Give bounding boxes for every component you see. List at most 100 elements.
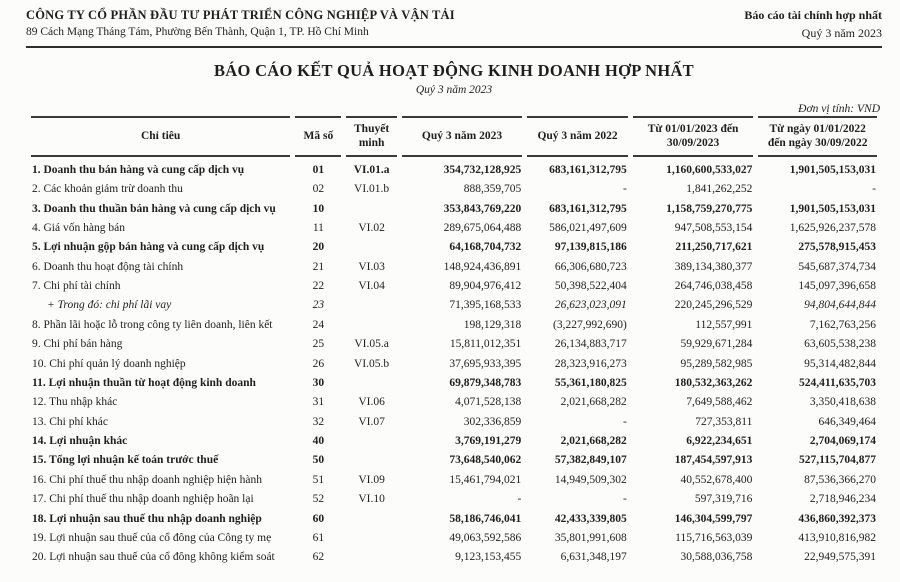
row-value: 15,811,012,351 bbox=[449, 338, 522, 351]
row-value: 57,382,849,107 bbox=[554, 454, 627, 467]
row-value: 26,623,023,091 bbox=[554, 299, 627, 312]
row-code: 22 bbox=[312, 280, 325, 292]
row-note-ref bbox=[346, 238, 396, 257]
table-row: 14. Lợi nhuận khác 40 3,769,191,279 2,021,6… bbox=[31, 432, 877, 451]
row-value: 524,411,635,703 bbox=[799, 376, 876, 389]
report-type: Báo cáo tài chính hợp nhất bbox=[744, 8, 882, 22]
row-value: 3,350,418,638 bbox=[809, 396, 876, 409]
column-header-q3-2023: Quý 3 năm 2023 bbox=[401, 116, 523, 157]
row-value: 527,115,704,877 bbox=[799, 454, 876, 467]
table-row: 12. Thu nhập khác 31 VI.06 4,071,528,138 2,0… bbox=[31, 393, 877, 412]
row-value: 30,588,036,758 bbox=[680, 551, 753, 564]
table-row: 4. Giá vốn hàng bán 11 VI.02 289,675,064,48… bbox=[31, 218, 877, 237]
row-indicator-label: 15. Tổng lợi nhuận kế toán trước thuế bbox=[32, 454, 219, 467]
row-indicator-label: 17. Chi phí thuế thu nhập doanh nghiệp h… bbox=[32, 493, 254, 506]
row-value: 353,843,769,220 bbox=[443, 202, 522, 215]
row-note-ref bbox=[346, 296, 396, 315]
row-value: 71,395,168,533 bbox=[449, 299, 522, 312]
row-value: 302,336,859 bbox=[463, 415, 522, 428]
row-note-ref bbox=[346, 373, 396, 392]
row-note-ref: VI.03 bbox=[358, 260, 385, 273]
table-row: 11. Lợi nhuận thuần từ hoạt động kinh do… bbox=[31, 373, 877, 392]
row-value: 115,716,563,039 bbox=[675, 531, 753, 544]
row-code: 60 bbox=[312, 512, 325, 525]
row-value: 55,361,180,825 bbox=[554, 376, 627, 389]
row-value: 413,910,816,982 bbox=[798, 531, 876, 544]
row-code: 61 bbox=[312, 531, 325, 544]
document-header: CÔNG TY CỔ PHẦN ĐẦU TƯ PHÁT TRIỂN CÔNG N… bbox=[26, 8, 882, 48]
row-value: 2,704,069,174 bbox=[809, 435, 876, 447]
column-header-indicator: Chỉ tiêu bbox=[31, 116, 291, 157]
row-value: 1,158,759,270,775 bbox=[666, 202, 753, 215]
row-note-ref: VI.07 bbox=[358, 415, 385, 428]
row-value: 888,359,705 bbox=[463, 183, 522, 196]
row-value: 947,508,553,154 bbox=[674, 221, 753, 234]
row-value: 2,718,946,234 bbox=[809, 493, 876, 506]
row-code: 25 bbox=[312, 338, 325, 351]
page-subtitle: Quý 3 năm 2023 bbox=[415, 84, 493, 96]
row-value: 7,162,763,256 bbox=[809, 318, 876, 331]
row-value: 49,063,592,586 bbox=[449, 531, 522, 544]
row-value: 59,929,671,284 bbox=[680, 338, 753, 351]
row-code: 40 bbox=[312, 435, 325, 447]
row-value: 94,804,644,844 bbox=[804, 299, 876, 312]
row-code: 11 bbox=[312, 221, 324, 234]
row-value: 211,250,717,621 bbox=[675, 241, 753, 254]
row-indicator-label: 6. Doanh thu hoạt động tài chính bbox=[32, 260, 184, 273]
row-indicator-label: 13. Chi phí khác bbox=[32, 415, 109, 428]
row-value: 198,129,318 bbox=[463, 318, 522, 331]
row-value: 6,631,348,197 bbox=[560, 551, 627, 564]
row-indicator-label: 19. Lợi nhuận sau thuế của cổ đông của C… bbox=[32, 531, 272, 544]
row-value: (3,227,992,690) bbox=[552, 318, 627, 331]
table-row: 3. Doanh thu thuần bán hàng và cung cấp … bbox=[31, 199, 877, 218]
row-code: 21 bbox=[312, 260, 325, 273]
row-note-ref: VI.09 bbox=[358, 473, 385, 486]
row-note-ref bbox=[346, 548, 396, 567]
row-indicator-label: 10. Chi phí quản lý doanh nghiệp bbox=[32, 357, 186, 370]
row-value: 95,314,482,844 bbox=[804, 357, 876, 370]
row-value: 87,536,366,270 bbox=[804, 473, 876, 486]
row-code: 20 bbox=[312, 241, 325, 254]
company-block: CÔNG TY CỔ PHẦN ĐẦU TƯ PHÁT TRIỂN CÔNG N… bbox=[26, 8, 455, 38]
row-value: 112,557,991 bbox=[695, 318, 753, 331]
table-header-row: Chỉ tiêu Mã số Thuyết minh Quý 3 năm 202… bbox=[31, 116, 877, 157]
row-code: 32 bbox=[312, 415, 325, 428]
row-value: 22,949,575,391 bbox=[804, 551, 876, 564]
row-indicator-label: 18. Lợi nhuận sau thuế thu nhập doanh ng… bbox=[32, 512, 262, 525]
row-value: 727,353,811 bbox=[695, 415, 753, 428]
row-value: 389,134,380,377 bbox=[674, 260, 753, 273]
row-value: 683,161,312,795 bbox=[549, 202, 627, 215]
table-row: 19. Lợi nhuận sau thuế của cổ đông của C… bbox=[31, 528, 877, 547]
table-row: 9. Chi phí bán hàng 25 VI.05.a 15,811,012,3… bbox=[31, 335, 877, 354]
column-header-ytd-2022: Từ ngày 01/01/2022 đến ngày 30/09/2022 bbox=[758, 116, 877, 157]
row-note-ref bbox=[346, 528, 396, 547]
row-value: 275,578,915,453 bbox=[798, 241, 876, 254]
row-value: 220,245,296,529 bbox=[674, 299, 753, 312]
row-value: 2,021,668,282 bbox=[560, 396, 627, 409]
row-note-ref bbox=[346, 509, 396, 528]
row-note-ref: VI.04 bbox=[358, 280, 385, 292]
row-note-ref: VI.06 bbox=[358, 396, 385, 409]
row-value: 69,879,348,783 bbox=[449, 376, 522, 389]
row-value: 97,139,815,186 bbox=[554, 241, 627, 254]
row-value: 436,860,392,373 bbox=[798, 512, 876, 525]
row-value: 89,904,976,412 bbox=[449, 280, 522, 292]
row-note-ref: VI.01.b bbox=[354, 183, 390, 196]
row-value: 646,349,464 bbox=[818, 415, 877, 428]
row-value: 4,071,528,138 bbox=[455, 396, 522, 409]
row-code: 23 bbox=[312, 299, 325, 312]
row-value: 264,746,038,458 bbox=[674, 280, 753, 292]
table-row: 6. Doanh thu hoạt động tài chính 21 VI.03 1… bbox=[31, 257, 877, 276]
row-code: 52 bbox=[312, 493, 325, 506]
table-row: 1. Doanh thu bán hàng và cung cấp dịch v… bbox=[31, 157, 877, 180]
row-note-ref: VI.05.a bbox=[354, 338, 389, 351]
row-value: 14,949,509,302 bbox=[554, 473, 627, 486]
column-header-code: Mã số bbox=[295, 116, 342, 157]
table-row: 16. Chi phí thuế thu nhập doanh nghiệp h… bbox=[31, 470, 877, 489]
row-code: 10 bbox=[312, 202, 325, 215]
row-value: 7,649,588,462 bbox=[686, 396, 753, 409]
row-value: 187,454,597,913 bbox=[674, 454, 753, 467]
row-note-ref bbox=[346, 432, 396, 451]
table-row: 13. Chi phí khác 32 VI.07 302,336,859 - 727,3… bbox=[31, 412, 877, 431]
table-row: 15. Tổng lợi nhuận kế toán trước thuế 50 7… bbox=[31, 451, 877, 470]
